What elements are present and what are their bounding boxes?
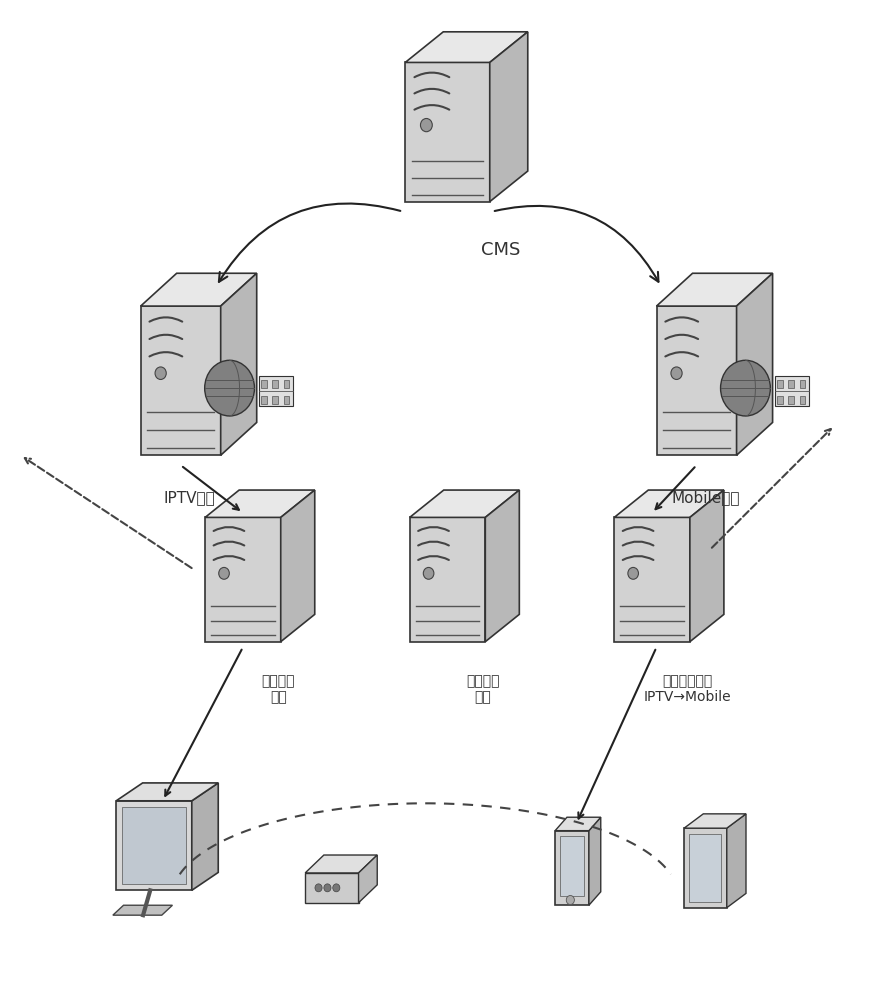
Polygon shape [688, 834, 721, 902]
Polygon shape [305, 855, 376, 873]
Polygon shape [205, 490, 315, 517]
Circle shape [420, 118, 432, 132]
Polygon shape [140, 273, 257, 306]
Circle shape [324, 884, 331, 892]
Polygon shape [281, 490, 315, 642]
Polygon shape [191, 783, 218, 890]
Circle shape [720, 360, 770, 416]
Polygon shape [305, 873, 358, 903]
Polygon shape [221, 273, 257, 455]
Polygon shape [485, 490, 519, 642]
Polygon shape [613, 517, 689, 642]
Text: Mobile平台: Mobile平台 [670, 490, 738, 505]
Polygon shape [358, 855, 376, 903]
Bar [283, 380, 289, 388]
Polygon shape [656, 306, 736, 455]
Polygon shape [409, 517, 485, 642]
Polygon shape [689, 490, 723, 642]
Polygon shape [140, 306, 221, 455]
Polygon shape [559, 836, 584, 896]
Circle shape [315, 884, 322, 892]
Polygon shape [409, 490, 519, 517]
Circle shape [423, 567, 434, 579]
Bar [798, 380, 804, 388]
Circle shape [566, 895, 574, 905]
Bar [272, 396, 277, 404]
Circle shape [628, 567, 637, 579]
Polygon shape [122, 807, 186, 884]
Text: CMS: CMS [481, 241, 520, 259]
Polygon shape [656, 273, 772, 306]
Bar [798, 396, 804, 404]
Polygon shape [726, 814, 746, 908]
Bar [283, 396, 289, 404]
Circle shape [670, 367, 681, 379]
Text: IPTV平台: IPTV平台 [164, 490, 215, 505]
Text: 设备配对
服务: 设备配对 服务 [466, 674, 499, 704]
Polygon shape [613, 490, 723, 517]
Polygon shape [774, 376, 807, 406]
Polygon shape [405, 32, 527, 62]
Bar [788, 396, 793, 404]
Bar [788, 380, 793, 388]
Text: 内容转换服务
IPTV→Mobile: 内容转换服务 IPTV→Mobile [643, 674, 730, 704]
Circle shape [205, 360, 254, 416]
Bar [776, 396, 781, 404]
Polygon shape [588, 817, 600, 905]
Polygon shape [205, 517, 281, 642]
Bar [776, 380, 781, 388]
Circle shape [218, 567, 229, 579]
FancyArrowPatch shape [494, 206, 658, 282]
Circle shape [155, 367, 166, 379]
Polygon shape [405, 62, 489, 202]
Bar [272, 380, 277, 388]
Polygon shape [683, 828, 726, 908]
Polygon shape [116, 801, 191, 890]
Bar [261, 380, 266, 388]
Bar [261, 396, 266, 404]
Polygon shape [554, 817, 600, 831]
Polygon shape [113, 905, 173, 915]
Polygon shape [489, 32, 527, 202]
Text: 消息中转
服务: 消息中转 服务 [261, 674, 295, 704]
Polygon shape [116, 783, 218, 801]
Polygon shape [736, 273, 772, 455]
FancyArrowPatch shape [219, 204, 400, 282]
Polygon shape [683, 814, 746, 828]
Circle shape [333, 884, 340, 892]
Polygon shape [258, 376, 292, 406]
Polygon shape [554, 831, 588, 905]
